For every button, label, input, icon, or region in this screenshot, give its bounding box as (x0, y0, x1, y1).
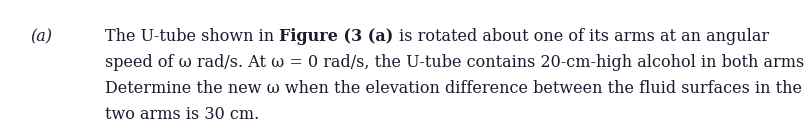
Text: is rotated about one of its arms at an angular: is rotated about one of its arms at an a… (393, 28, 769, 45)
Text: Figure (3 (a): Figure (3 (a) (279, 28, 393, 45)
Text: speed of ω rad/s. At ω = 0 rad/s, the U-tube contains 20-cm-high alcohol in both: speed of ω rad/s. At ω = 0 rad/s, the U-… (105, 54, 805, 71)
Text: The U-tube shown in: The U-tube shown in (105, 28, 279, 45)
Text: (a): (a) (30, 28, 52, 45)
Text: two arms is 30 cm.: two arms is 30 cm. (105, 106, 260, 123)
Text: Determine the new ω when the elevation difference between the fluid surfaces in : Determine the new ω when the elevation d… (105, 80, 802, 97)
